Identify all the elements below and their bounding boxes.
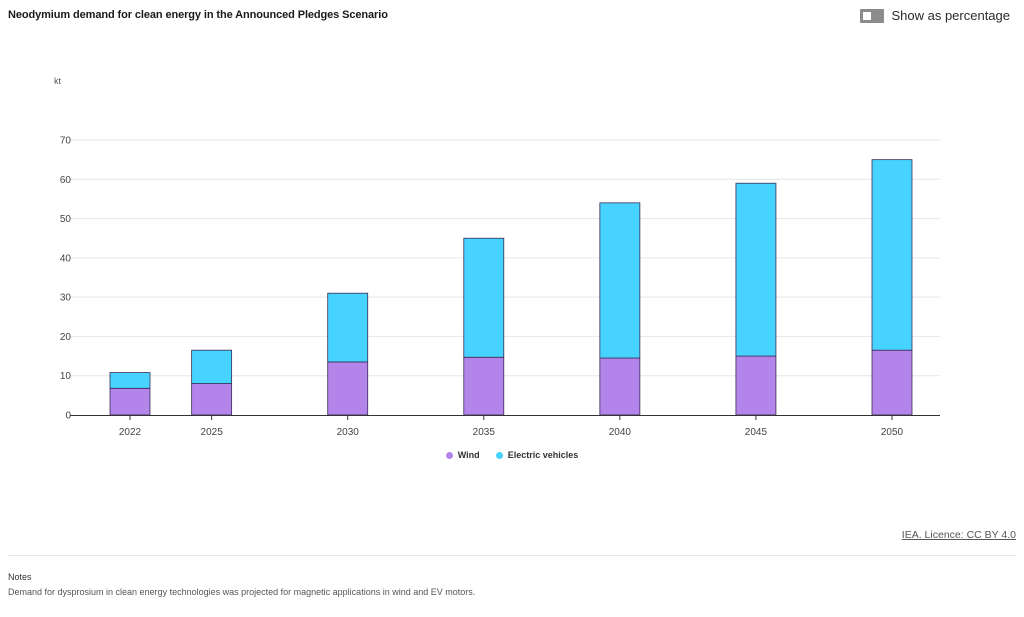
bar-wind-2022[interactable] bbox=[109, 387, 151, 416]
y-tick-label: 0 bbox=[65, 411, 71, 422]
legend-item-wind[interactable]: Wind bbox=[445, 450, 480, 460]
bar-wind-2045[interactable] bbox=[735, 355, 777, 416]
bar-electric-vehicles-2045[interactable] bbox=[735, 182, 777, 357]
legend-label-electric-vehicles: Electric vehicles bbox=[507, 450, 579, 460]
y-tick-label: 30 bbox=[60, 293, 72, 304]
y-tick-label: 40 bbox=[60, 253, 72, 264]
x-tick-label: 2050 bbox=[881, 427, 904, 438]
y-tick-label: 20 bbox=[60, 332, 72, 343]
bars bbox=[109, 159, 913, 416]
x-tick-label: 2035 bbox=[473, 427, 496, 438]
legend: Wind Electric vehicles bbox=[0, 450, 1024, 460]
x-tick-label: 2030 bbox=[337, 427, 360, 438]
legend-swatch-wind bbox=[445, 451, 453, 459]
bar-electric-vehicles-2040[interactable] bbox=[599, 202, 641, 359]
y-axis-unit: kt bbox=[54, 76, 62, 86]
toggle-switch[interactable] bbox=[860, 8, 885, 23]
x-tick-label: 2045 bbox=[745, 427, 768, 438]
bar-wind-2040[interactable] bbox=[599, 357, 641, 416]
bar-wind-2025[interactable] bbox=[191, 383, 233, 416]
licence-link[interactable]: IEA. Licence: CC BY 4.0 bbox=[901, 529, 1016, 541]
gridlines bbox=[70, 139, 940, 377]
bar-wind-2035[interactable] bbox=[463, 356, 505, 416]
x-tick-label: 2022 bbox=[119, 427, 142, 438]
bar-electric-vehicles-2050[interactable] bbox=[871, 159, 913, 351]
x-axis-ticks: 2022 2025 2030 2035 2040 2045 2050 bbox=[119, 415, 904, 438]
y-axis-ticks: 0 10 20 30 40 50 60 70 bbox=[60, 136, 72, 422]
x-tick-label: 2040 bbox=[609, 427, 632, 438]
y-tick-label: 70 bbox=[60, 136, 72, 147]
bar-electric-vehicles-2022[interactable] bbox=[109, 372, 151, 389]
bar-wind-2030[interactable] bbox=[327, 361, 369, 416]
y-tick-label: 50 bbox=[60, 214, 72, 225]
bar-electric-vehicles-2025[interactable] bbox=[191, 349, 233, 384]
toggle-knob bbox=[863, 11, 872, 20]
x-tick-label: 2025 bbox=[201, 427, 224, 438]
legend-label-wind: Wind bbox=[457, 450, 480, 460]
legend-item-electric-vehicles[interactable]: Electric vehicles bbox=[495, 450, 579, 460]
y-tick-label: 10 bbox=[60, 371, 72, 382]
y-tick-label: 60 bbox=[60, 175, 72, 186]
bar-wind-2050[interactable] bbox=[871, 349, 913, 416]
notes-heading: Notes bbox=[8, 572, 32, 582]
bar-electric-vehicles-2030[interactable] bbox=[327, 292, 369, 363]
chart-title: Neodymium demand for clean energy in the… bbox=[8, 9, 388, 21]
notes-text: Demand for dysprosium in clean energy te… bbox=[8, 587, 476, 597]
toggle-label: Show as percentage bbox=[891, 8, 1010, 23]
percentage-toggle[interactable]: Show as percentage bbox=[860, 8, 1010, 23]
divider bbox=[8, 555, 1016, 556]
bar-electric-vehicles-2035[interactable] bbox=[463, 237, 505, 358]
legend-swatch-electric-vehicles bbox=[495, 451, 503, 459]
